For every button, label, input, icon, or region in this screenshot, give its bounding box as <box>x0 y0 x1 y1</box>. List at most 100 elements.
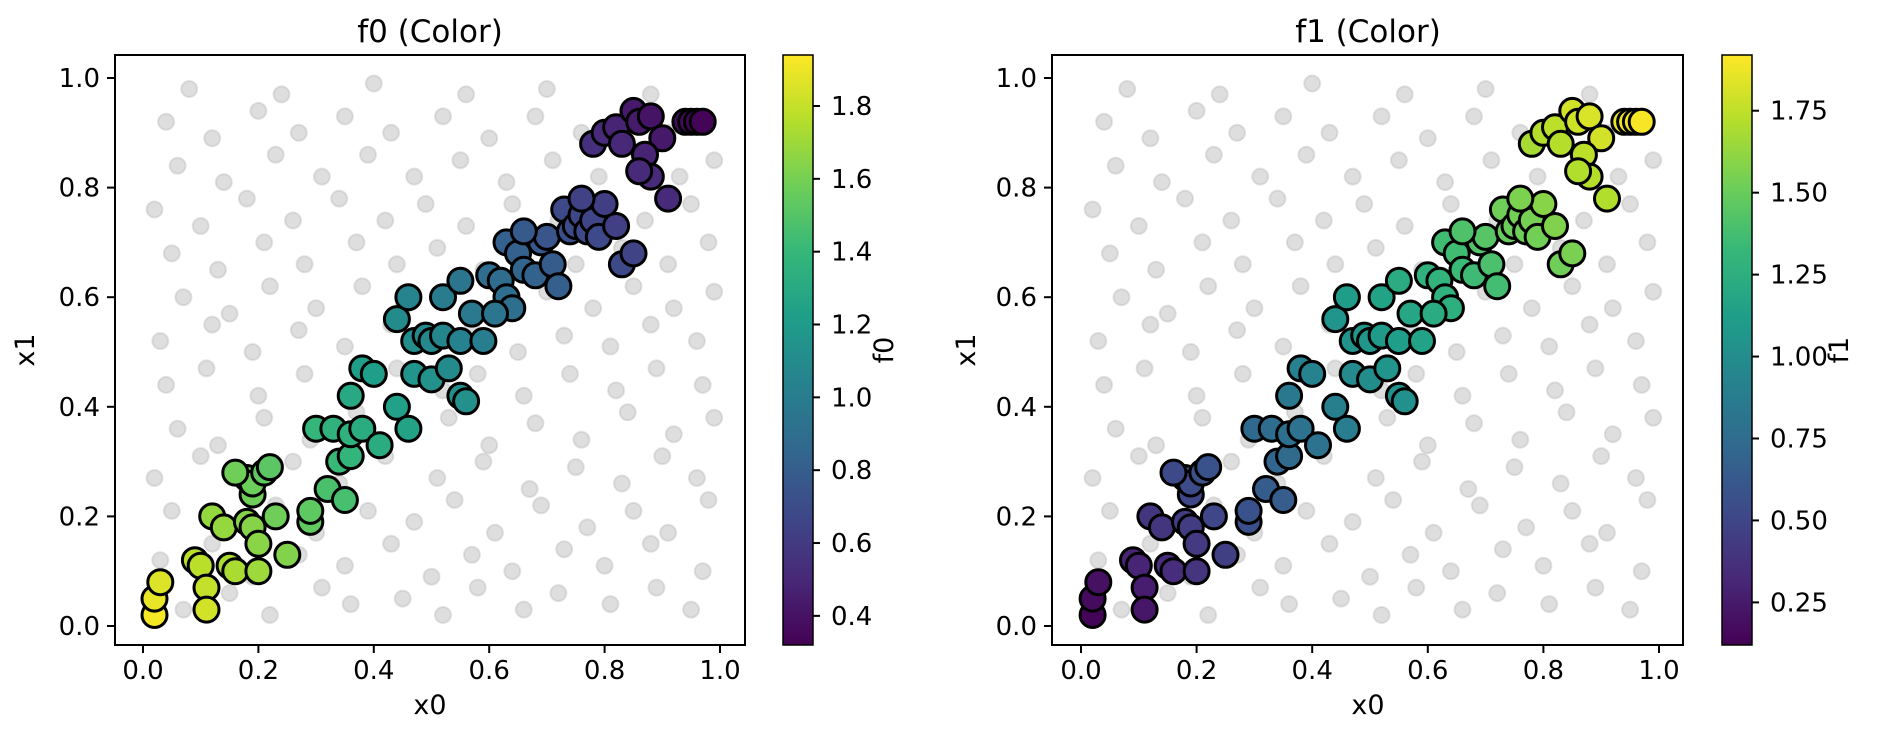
background-point <box>682 600 701 619</box>
y-tick-label: 0.6 <box>59 283 100 313</box>
highlight-point <box>1234 496 1263 525</box>
background-point <box>151 551 170 570</box>
background-point <box>705 282 724 301</box>
background-point <box>1441 195 1460 213</box>
background-point <box>503 195 522 213</box>
background-point <box>1193 408 1212 427</box>
background-point <box>1540 595 1559 614</box>
background-point <box>566 458 585 477</box>
background-point <box>220 584 239 603</box>
background-point <box>1106 419 1125 438</box>
background-point <box>664 425 683 444</box>
background-point <box>693 375 712 394</box>
background-point <box>1401 545 1420 564</box>
background-point <box>1320 534 1339 553</box>
background-point <box>555 326 574 345</box>
background-point <box>255 233 274 252</box>
background-point <box>1493 540 1512 559</box>
y-tick-label: 0.2 <box>59 502 100 532</box>
background-point <box>1187 101 1206 120</box>
highlight-point <box>1199 502 1228 531</box>
highlight-point <box>1269 486 1298 514</box>
highlight-point <box>221 458 250 487</box>
highlight-point <box>1147 513 1176 542</box>
panel-f1: 0.0 0.2 0.4 0.6 0.8 1.0 0.0 0.2 0.4 0.6 0.8 1.0 0.25… <box>996 54 1828 686</box>
highlight-point <box>544 272 573 301</box>
background-point <box>566 255 585 274</box>
highlight-point <box>481 299 509 328</box>
background-point <box>1268 189 1287 208</box>
background-point <box>1314 211 1333 230</box>
background-point <box>243 343 262 361</box>
background-point <box>705 151 724 170</box>
background-point <box>1176 189 1194 208</box>
highlight-point <box>469 327 498 355</box>
background-point <box>1112 600 1131 619</box>
colorbar-tick-label: 1.6 <box>831 165 872 195</box>
background-point <box>1557 403 1576 422</box>
plots-render-layer: 0.0 0.2 0.4 0.6 0.8 1.00.00.20.40.60.81.00.40… <box>59 54 1828 686</box>
left-plot-title: f0 (Color) <box>357 14 503 50</box>
background-point <box>1233 255 1252 274</box>
background-point <box>1366 469 1385 487</box>
background-point <box>480 129 499 148</box>
background-point <box>203 129 222 148</box>
background-point <box>1141 534 1160 553</box>
highlight-point <box>1304 431 1332 460</box>
background-point <box>209 436 227 455</box>
background-point <box>1638 491 1657 509</box>
background-point <box>1158 304 1177 323</box>
background-point <box>364 74 383 93</box>
left-xaxis-label: x0 <box>413 690 446 721</box>
highlight-point <box>1471 222 1500 251</box>
background-point <box>1152 173 1171 192</box>
highlight-point <box>1321 305 1350 334</box>
background-point <box>260 606 279 624</box>
highlight-point <box>394 414 423 443</box>
background-point <box>526 414 545 433</box>
colorbar-tick-label: 1.00 <box>1770 343 1828 373</box>
background-point <box>209 260 227 279</box>
background-point <box>1199 606 1218 624</box>
highlight-point <box>625 157 654 186</box>
background-point <box>1493 326 1512 345</box>
background-point <box>1621 600 1640 619</box>
background-point <box>572 430 591 449</box>
background-point <box>1187 386 1206 405</box>
highlight-point <box>1546 129 1575 158</box>
background-point <box>1106 156 1125 175</box>
background-point <box>1621 195 1640 213</box>
y-tick-label: 0.8 <box>996 174 1037 204</box>
background-point <box>1372 107 1391 126</box>
highlight-point <box>1182 529 1211 558</box>
highlight-point <box>619 239 648 268</box>
background-point <box>237 189 256 208</box>
background-point <box>359 501 377 520</box>
background-point <box>474 452 493 471</box>
background-point <box>145 469 164 487</box>
background-point <box>705 408 724 427</box>
background-point <box>162 501 181 520</box>
points-layer <box>140 74 724 629</box>
highlight-point <box>1408 327 1436 355</box>
y-tick-label: 0.8 <box>59 174 100 204</box>
background-point <box>272 85 291 104</box>
highlight-point <box>192 595 221 624</box>
background-point <box>503 562 522 581</box>
background-point <box>1592 447 1611 466</box>
background-point <box>647 359 666 378</box>
highlight-point <box>1541 212 1569 240</box>
y-tick-label: 0.0 <box>59 612 100 642</box>
background-point <box>428 238 447 257</box>
background-point <box>1100 244 1119 263</box>
background-point <box>1291 277 1310 296</box>
background-point <box>1644 151 1663 170</box>
highlight-point <box>1332 414 1361 443</box>
right-plot-title: f1 (Color) <box>1295 14 1441 50</box>
highlight-point <box>209 513 238 542</box>
highlight-point <box>221 557 250 586</box>
x-tick-label: 0.6 <box>1407 656 1448 686</box>
x-tick-label: 1.0 <box>1638 656 1679 686</box>
background-point <box>699 233 718 252</box>
background-point <box>1476 80 1495 98</box>
